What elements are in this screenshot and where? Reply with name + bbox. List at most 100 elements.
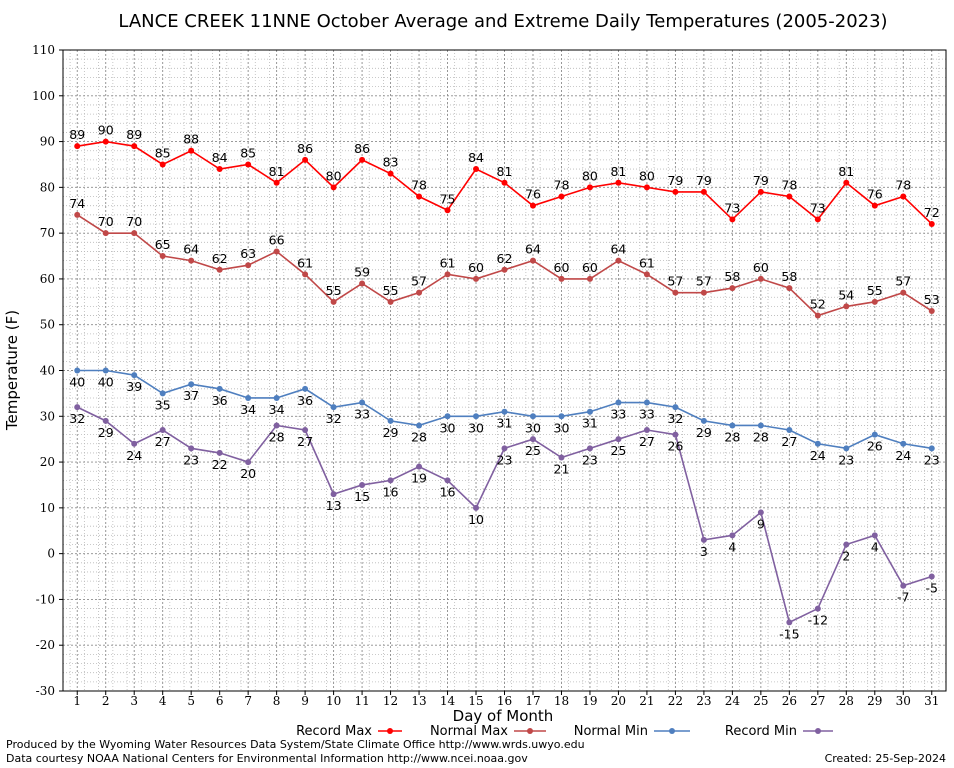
- data-label: 78: [781, 178, 797, 193]
- data-point: [273, 394, 280, 401]
- data-label: 28: [411, 429, 427, 444]
- data-label: 81: [838, 164, 854, 179]
- x-axis-ticks: 1 2 3 4 5 6 7 8 9 10 11 12 13 14 15 16 17 18 19 20 21 22 23 24 2…: [73, 691, 939, 708]
- data-point: [529, 413, 536, 420]
- data-point: [928, 307, 935, 314]
- y-tick-label: 50: [40, 318, 55, 332]
- series-record-max: 89 90 89 85 88 84 85 81 86 80 86 83 78 75 84 81 76 78 80 81…: [69, 123, 940, 227]
- data-point: [729, 532, 736, 539]
- data-label: 29: [383, 425, 399, 440]
- data-label: 62: [212, 251, 228, 266]
- data-point: [700, 417, 707, 424]
- data-label: 25: [525, 443, 541, 458]
- data-point: [131, 230, 138, 237]
- data-label: 65: [155, 237, 171, 252]
- data-label: 24: [810, 448, 826, 463]
- data-point: [131, 440, 138, 447]
- data-point: [928, 573, 935, 580]
- data-point: [473, 275, 480, 282]
- y-tick-label: 0: [47, 547, 55, 561]
- data-label: 28: [724, 429, 740, 444]
- data-label: 63: [240, 246, 256, 261]
- data-point: [643, 271, 650, 278]
- y-axis-label: Temperature (F): [3, 310, 21, 431]
- y-tick-label: 30: [40, 409, 55, 423]
- data-point: [586, 445, 593, 452]
- x-tick-label: 18: [554, 694, 569, 708]
- legend-item-normal-max: Normal Max: [430, 724, 546, 739]
- data-label: 60: [753, 260, 769, 275]
- data-point: [416, 193, 423, 200]
- data-point: [786, 285, 793, 292]
- data-label: 40: [98, 375, 114, 390]
- data-point: [871, 431, 878, 438]
- data-point: [188, 445, 195, 452]
- data-point: [359, 156, 366, 163]
- data-label: 19: [411, 471, 427, 486]
- data-label: 57: [696, 274, 712, 289]
- data-label: 85: [155, 145, 171, 160]
- data-label: 34: [240, 402, 256, 417]
- data-label: 40: [69, 375, 85, 390]
- data-point: [615, 436, 622, 443]
- data-label: 26: [867, 439, 883, 454]
- data-label: 89: [69, 127, 85, 142]
- legend-swatch-marker: [815, 728, 821, 734]
- data-point: [131, 372, 138, 379]
- data-label: 33: [610, 407, 626, 422]
- data-point: [672, 404, 679, 411]
- data-label: 54: [838, 287, 854, 302]
- data-point: [814, 440, 821, 447]
- x-tick-label: 10: [326, 694, 341, 708]
- data-label: 10: [468, 512, 484, 527]
- x-tick-label: 17: [525, 694, 540, 708]
- data-point: [615, 257, 622, 264]
- data-point: [928, 445, 935, 452]
- data-point: [700, 188, 707, 195]
- x-tick-label: 15: [468, 694, 483, 708]
- data-label: 61: [440, 255, 456, 270]
- data-point: [501, 266, 508, 273]
- data-point: [672, 289, 679, 296]
- x-tick-label: 11: [354, 694, 369, 708]
- data-point: [416, 422, 423, 429]
- footer-credit-line2: Data courtesy NOAA National Centers for …: [6, 752, 528, 765]
- data-label: 35: [155, 397, 171, 412]
- data-point: [102, 138, 109, 145]
- y-tick-label: 10: [40, 501, 55, 515]
- data-point: [529, 436, 536, 443]
- data-label: 90: [98, 123, 114, 138]
- data-point: [643, 399, 650, 406]
- data-label: 60: [468, 260, 484, 275]
- data-point: [871, 298, 878, 305]
- x-tick-label: 26: [782, 694, 797, 708]
- x-tick-label: 9: [301, 694, 309, 708]
- data-point: [159, 161, 166, 168]
- data-label: 23: [924, 452, 940, 467]
- data-label: 73: [810, 200, 826, 215]
- data-point: [330, 491, 337, 498]
- data-label: 61: [297, 255, 313, 270]
- data-label: 85: [240, 145, 256, 160]
- x-tick-label: 14: [440, 694, 456, 708]
- data-point: [273, 179, 280, 186]
- data-label: 23: [838, 452, 854, 467]
- data-label: 84: [212, 150, 228, 165]
- data-label: 31: [582, 416, 598, 431]
- data-label: 55: [383, 283, 399, 298]
- data-point: [102, 367, 109, 374]
- data-label: 81: [497, 164, 513, 179]
- y-tick-label: 90: [40, 135, 55, 149]
- data-label: 55: [326, 283, 342, 298]
- data-label: 13: [326, 498, 342, 513]
- data-label: 29: [696, 425, 712, 440]
- chart-title: LANCE CREEK 11NNE October Average and Ex…: [118, 11, 887, 32]
- data-point: [330, 404, 337, 411]
- data-point: [216, 266, 223, 273]
- x-tick-label: 2: [102, 694, 110, 708]
- data-point: [188, 257, 195, 264]
- data-point: [729, 422, 736, 429]
- data-point: [74, 367, 81, 374]
- data-point: [814, 605, 821, 612]
